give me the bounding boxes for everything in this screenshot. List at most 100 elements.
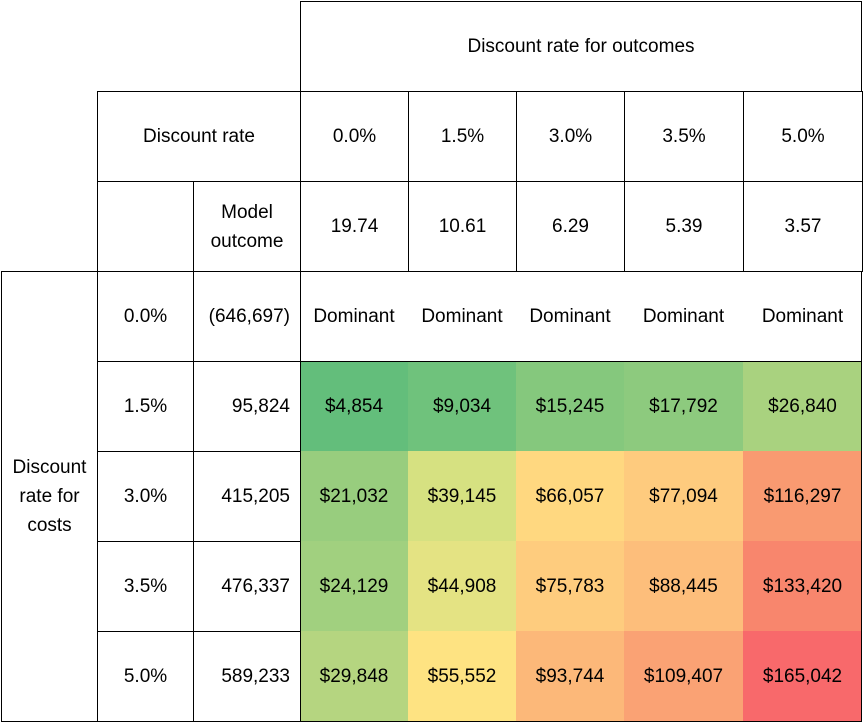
icer-cell-2-0: $21,032 [300,451,408,541]
cost-rate-4: 5.0% [97,631,194,722]
icer-cell-1-4: $26,840 [743,361,862,451]
icer-cell-1-2-text: $15,245 [535,395,605,417]
cost-rate-2-text: 3.0% [123,486,168,507]
icer-cell-2-4-text: $116,297 [763,485,842,507]
icer-cell-1-4-text: $26,840 [768,395,837,417]
outcomes-header-label: Discount rate for outcomes [467,36,695,57]
model-outcome-4-text: 3.57 [784,216,822,237]
model-outcome-1: 10.61 [408,181,517,272]
model-outcome-1-text: 10.61 [438,216,487,237]
model-outcome-2: 6.29 [516,181,625,272]
icer-cell-2-2-text: $66,057 [535,485,605,507]
icer-cell-4-1-text: $55,552 [427,665,497,687]
cost-value-0-text: (646,697) [208,306,290,327]
cost-value-0: (646,697) [193,271,301,362]
icer-cell-0-4: Dominant [743,271,862,361]
icer-cell-3-2: $75,783 [516,541,624,631]
cost-value-3: 476,337 [193,541,301,632]
icer-cell-4-1: $55,552 [408,631,516,721]
cost-rate-0-text: 0.0% [123,306,168,327]
icer-cell-1-2: $15,245 [516,361,624,451]
discount-rate-header: Discount rate [97,91,301,182]
icer-cell-2-0-text: $21,032 [319,485,389,507]
cost-rate-1-text: 1.5% [123,396,168,417]
icer-cell-0-1: Dominant [408,271,516,361]
outcome-rate-4-text: 5.0% [781,126,825,147]
icer-cell-3-3-text: $88,445 [649,575,718,597]
cost-value-3-text: 476,337 [221,576,290,597]
icer-cell-4-0: $29,848 [300,631,408,721]
icer-cell-4-3: $109,407 [624,631,743,721]
cost-rate-4-text: 5.0% [123,666,168,687]
icer-cell-0-3-text: Dominant [642,305,725,327]
cost-value-2-text: 415,205 [221,486,290,507]
costs-header-label: Discount rate for costs [12,457,87,536]
icer-cell-3-1: $44,908 [408,541,516,631]
outcomes-header: Discount rate for outcomes [300,1,862,92]
icer-cell-3-4: $133,420 [743,541,862,631]
icer-cell-4-0-text: $29,848 [319,665,389,687]
icer-cell-1-1-text: $9,034 [432,395,492,417]
icer-cell-0-3: Dominant [624,271,743,361]
outcome-rate-0: 0.0% [300,91,409,182]
icer-cell-1-3-text: $17,792 [649,395,718,417]
icer-cell-2-1-text: $39,145 [427,485,497,507]
discount-rate-header-label: Discount rate [143,126,255,147]
outcome-rate-2-text: 3.0% [548,126,593,147]
icer-cell-2-3-text: $77,094 [649,485,718,507]
outcome-rate-2: 3.0% [516,91,625,182]
outcome-rate-1-text: 1.5% [440,126,485,147]
cost-rate-2: 3.0% [97,451,194,542]
cost-rate-3-text: 3.5% [123,576,168,597]
outcome-rate-0-text: 0.0% [332,126,377,147]
cost-value-2: 415,205 [193,451,301,542]
model-outcome-0-text: 19.74 [330,216,379,237]
icer-cell-1-1: $9,034 [408,361,516,451]
model-outcome-header: Model outcome [193,181,301,272]
icer-cell-1-0: $4,854 [300,361,408,451]
icer-cell-4-2-text: $93,744 [535,665,605,687]
empty-corner-cell [97,181,194,272]
cost-rate-3: 3.5% [97,541,194,632]
model-outcome-3-text: 5.39 [665,216,703,237]
icer-cell-2-3: $77,094 [624,451,743,541]
cost-value-1-text: 95,824 [231,396,290,417]
icer-cell-3-2-text: $75,783 [535,575,605,597]
icer-cell-3-4-text: $133,420 [762,575,843,597]
cost-value-4-text: 589,233 [221,666,290,687]
model-outcome-header-label: Model outcome [210,201,284,252]
icer-cell-0-2-text: Dominant [529,305,611,327]
icer-cell-4-4: $165,042 [743,631,862,721]
model-outcome-3: 5.39 [624,181,744,272]
icer-cell-0-1-text: Dominant [421,305,503,327]
cost-rate-0: 0.0% [97,271,194,362]
icer-cell-0-0-text: Dominant [313,305,395,327]
outcome-rate-4: 5.0% [743,91,863,182]
model-outcome-2-text: 6.29 [552,216,589,237]
icer-cell-3-3: $88,445 [624,541,743,631]
cost-value-4: 589,233 [193,631,301,722]
icer-cell-3-0: $24,129 [300,541,408,631]
icer-cell-0-4-text: Dominant [761,305,844,327]
icer-cell-2-2: $66,057 [516,451,624,541]
icer-cell-1-3: $17,792 [624,361,743,451]
model-outcome-0: 19.74 [300,181,409,272]
outcome-rate-1: 1.5% [408,91,517,182]
icer-cell-2-1: $39,145 [408,451,516,541]
outcome-rate-3-text: 3.5% [662,126,706,147]
icer-cell-0-2: Dominant [516,271,624,361]
dominant-row-separator [300,361,862,362]
outcome-rate-3: 3.5% [624,91,744,182]
icer-cell-4-3-text: $109,407 [643,665,724,687]
cost-rate-1: 1.5% [97,361,194,452]
model-outcome-4: 3.57 [743,181,863,272]
cost-value-1: 95,824 [193,361,301,452]
icer-cell-1-0-text: $4,854 [324,395,384,417]
icer-cell-0-0: Dominant [300,271,408,361]
icer-cell-2-4: $116,297 [743,451,862,541]
costs-header: Discount rate for costs [1,271,98,722]
icer-cell-4-4-text: $165,042 [762,665,843,687]
icer-cell-4-2: $93,744 [516,631,624,721]
icer-cell-3-1-text: $44,908 [427,575,497,597]
icer-cell-3-0-text: $24,129 [319,575,389,597]
